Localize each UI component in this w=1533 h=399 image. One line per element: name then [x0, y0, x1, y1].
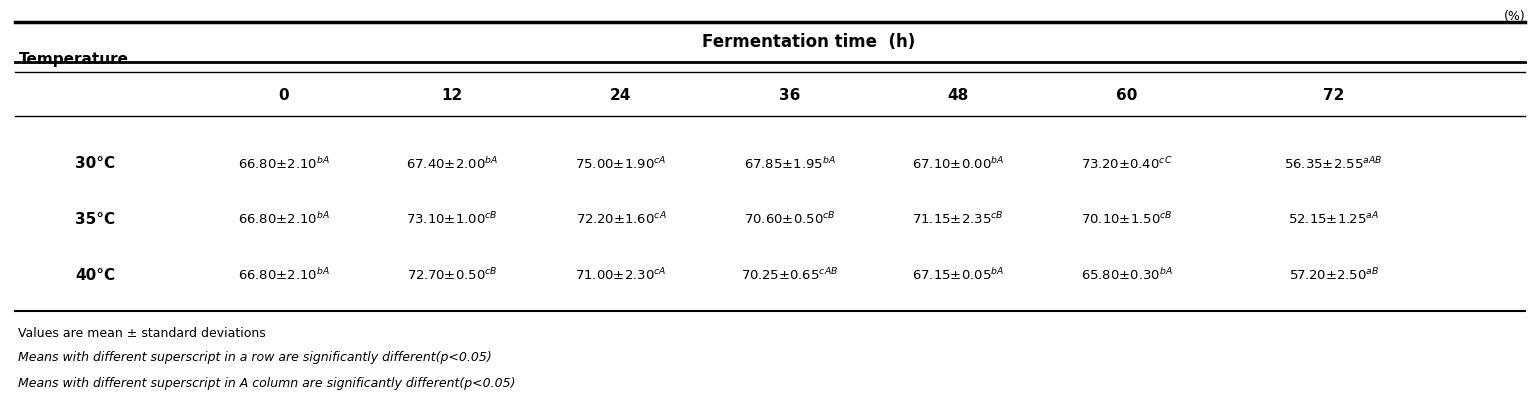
Text: 48: 48: [947, 88, 969, 103]
Text: Temperature: Temperature: [18, 52, 129, 67]
Text: 30°C: 30°C: [75, 156, 115, 171]
Text: 35°C: 35°C: [75, 212, 115, 227]
Text: 75.00±1.90$^{cA}$: 75.00±1.90$^{cA}$: [575, 155, 667, 172]
Text: 72.20±1.60$^{cA}$: 72.20±1.60$^{cA}$: [575, 211, 667, 228]
Text: 71.15±2.35$^{cB}$: 71.15±2.35$^{cB}$: [912, 211, 1004, 228]
Text: 52.15±1.25$^{aA}$: 52.15±1.25$^{aA}$: [1288, 211, 1380, 228]
Text: 67.85±1.95$^{bA}$: 67.85±1.95$^{bA}$: [744, 156, 835, 172]
Text: 57.20±2.50$^{aB}$: 57.20±2.50$^{aB}$: [1289, 267, 1378, 284]
Text: 73.10±1.00$^{cB}$: 73.10±1.00$^{cB}$: [406, 211, 498, 228]
Text: 71.00±2.30$^{cA}$: 71.00±2.30$^{cA}$: [575, 267, 667, 284]
Text: 73.20±0.40$^{cC}$: 73.20±0.40$^{cC}$: [1081, 155, 1173, 172]
Text: 36: 36: [779, 88, 800, 103]
Text: Means with different superscript in a row are significantly different(p<0.05): Means with different superscript in a ro…: [18, 351, 492, 363]
Text: 56.35±2.55$^{aAB}$: 56.35±2.55$^{aAB}$: [1285, 155, 1383, 172]
Text: 70.25±0.65$^{cAB}$: 70.25±0.65$^{cAB}$: [740, 267, 839, 284]
Text: 72.70±0.50$^{cB}$: 72.70±0.50$^{cB}$: [406, 267, 498, 284]
Text: 70.60±0.50$^{cB}$: 70.60±0.50$^{cB}$: [744, 211, 835, 228]
Text: 70.10±1.50$^{cB}$: 70.10±1.50$^{cB}$: [1081, 211, 1173, 228]
Text: Means with different superscript in A column are significantly different(p<0.05): Means with different superscript in A co…: [18, 377, 517, 389]
Text: Values are mean ± standard deviations: Values are mean ± standard deviations: [18, 327, 267, 340]
Text: Fermentation time  (h): Fermentation time (h): [702, 33, 915, 51]
Text: 40°C: 40°C: [75, 268, 115, 283]
Text: 66.80±2.10$^{bA}$: 66.80±2.10$^{bA}$: [238, 267, 330, 283]
Text: 66.80±2.10$^{bA}$: 66.80±2.10$^{bA}$: [238, 156, 330, 172]
Text: 12: 12: [442, 88, 463, 103]
Text: 60: 60: [1116, 88, 1137, 103]
Text: 66.80±2.10$^{bA}$: 66.80±2.10$^{bA}$: [238, 211, 330, 227]
Text: (%): (%): [1504, 10, 1525, 23]
Text: 67.10±0.00$^{bA}$: 67.10±0.00$^{bA}$: [912, 156, 1004, 172]
Text: 0: 0: [279, 88, 288, 103]
Text: 67.15±0.05$^{bA}$: 67.15±0.05$^{bA}$: [912, 267, 1004, 283]
Text: 24: 24: [610, 88, 632, 103]
Text: 72: 72: [1323, 88, 1344, 103]
Text: 65.80±0.30$^{bA}$: 65.80±0.30$^{bA}$: [1081, 267, 1173, 283]
Text: 67.40±2.00$^{bA}$: 67.40±2.00$^{bA}$: [406, 156, 498, 172]
